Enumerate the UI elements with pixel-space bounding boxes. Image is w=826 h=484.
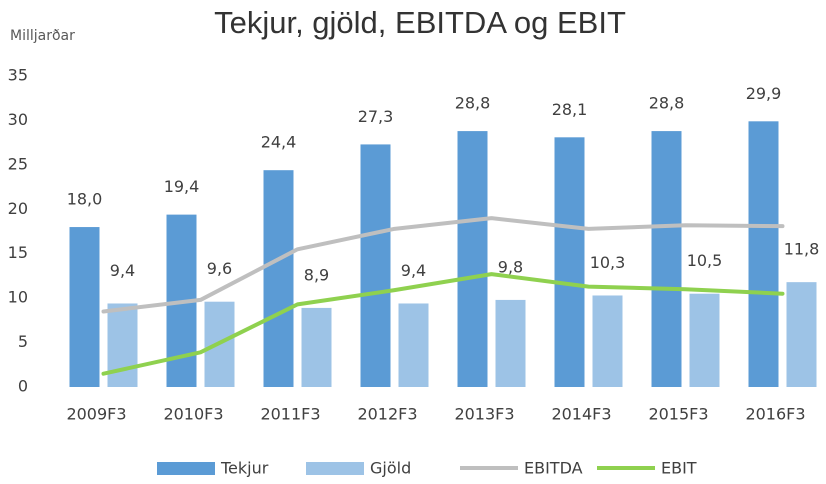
legend-swatch [157,462,215,475]
y-axis-label: Milljarðar [10,28,75,44]
bar [457,131,488,387]
x-tick-label: 2010F3 [163,405,223,424]
y-tick-label: 30 [8,110,28,129]
y-tick-label: 20 [8,199,28,218]
bar [651,131,682,387]
data-label: 10,3 [590,253,626,272]
x-tick-label: 2013F3 [454,405,514,424]
data-label: 19,4 [164,177,200,196]
bar [689,293,720,387]
data-label: 27,3 [358,107,394,126]
y-tick-label: 5 [18,332,28,351]
legend-label: Tekjur [220,459,269,478]
y-tick-label: 15 [8,243,28,262]
data-label: 9,8 [498,257,523,276]
data-label: 8,9 [304,265,329,284]
data-label: 10,5 [687,251,723,270]
x-tick-label: 2014F3 [551,405,611,424]
bar [495,299,526,387]
bar [786,282,817,387]
data-label: 9,4 [110,261,135,280]
x-tick-label: 2012F3 [357,405,417,424]
y-tick-label: 10 [8,288,28,307]
legend-label: EBIT [661,459,697,478]
bar [554,137,585,387]
data-label: 11,8 [784,240,820,259]
y-tick-label: 25 [8,154,28,173]
bar [398,303,429,387]
x-tick-label: 2009F3 [66,405,126,424]
data-label: 24,4 [261,133,297,152]
line [101,216,785,314]
legend-label: EBITDA [524,459,583,478]
data-label: 9,6 [207,259,232,278]
bar [592,295,623,387]
x-tick-label: 2016F3 [745,405,805,424]
x-tick-label: 2015F3 [648,405,708,424]
bar [69,227,100,387]
line [101,272,785,376]
legend-swatch [306,462,364,475]
x-tick-label: 2011F3 [260,405,320,424]
data-label: 18,0 [67,190,103,209]
bar [107,303,138,387]
data-label: 28,1 [552,100,588,119]
y-tick-label: 35 [8,66,28,85]
bar [301,307,332,387]
data-label: 29,9 [746,84,782,103]
legend-label: Gjöld [370,459,411,478]
bar [748,121,779,388]
bar [263,170,294,387]
data-label: 28,8 [455,94,491,113]
data-label: 9,4 [401,261,426,280]
y-tick-label: 0 [18,377,28,396]
bar [360,144,391,387]
data-label: 28,8 [649,94,685,113]
chart-title: Tekjur, gjöld, EBITDA og EBIT [214,5,626,40]
